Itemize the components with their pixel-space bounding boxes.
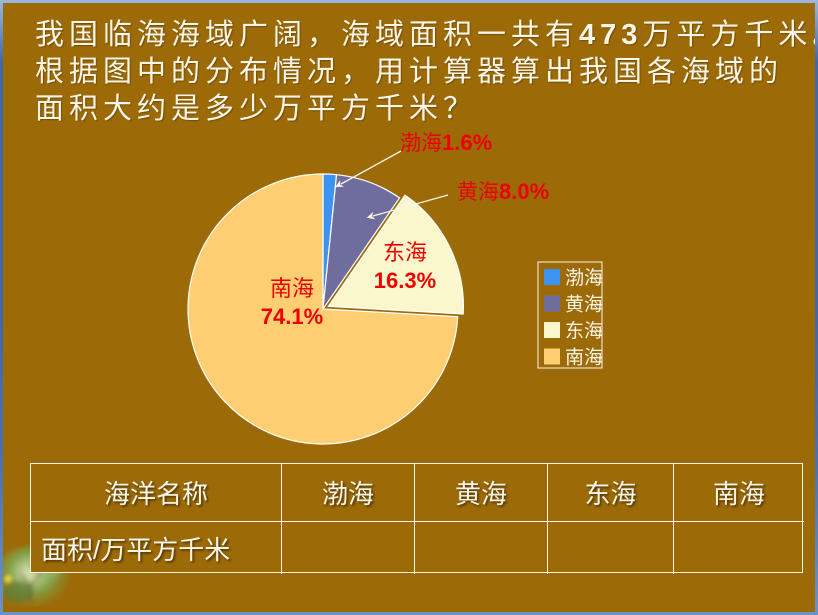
- svg-text:渤海1.6%: 渤海1.6%: [400, 130, 492, 155]
- svg-text:东海: 东海: [383, 240, 427, 265]
- svg-text:74.1%: 74.1%: [261, 304, 323, 329]
- svg-text:南海: 南海: [270, 276, 314, 301]
- svg-text:16.3%: 16.3%: [374, 268, 436, 293]
- svg-text:黄海: 黄海: [565, 294, 603, 316]
- svg-text:黄海8.0%: 黄海8.0%: [457, 179, 549, 204]
- svg-text:东海: 东海: [565, 320, 603, 342]
- svg-text:南海: 南海: [565, 347, 603, 369]
- svg-text:渤海: 渤海: [565, 267, 603, 289]
